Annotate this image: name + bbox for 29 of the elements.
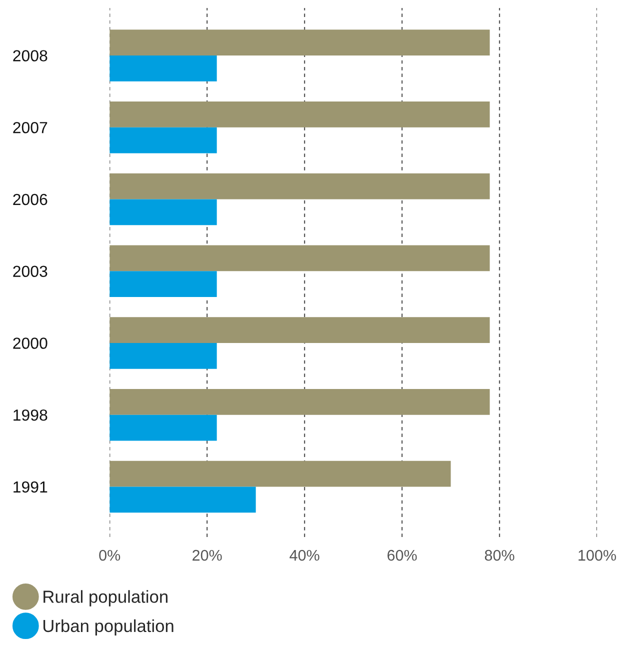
bar [110,342,217,369]
x-tick-label: 100% [578,550,616,561]
bar [110,30,490,56]
bar [110,388,490,415]
legend-label: Urban population [43,619,174,636]
y-tick-label: 2003 [13,266,48,278]
x-tick-label: 60% [388,550,417,561]
bar [110,127,217,154]
y-tick-label: 2006 [13,194,48,206]
bar [110,55,217,82]
bar [110,414,217,441]
x-tick-label: 80% [484,550,514,561]
y-tick-label: 2000 [13,338,48,349]
bar [110,199,217,226]
x-tick-label: 40% [290,550,320,561]
bar [110,101,490,128]
y-tick-label: 1991 [14,481,48,493]
legend-label: Rural population [44,590,168,606]
x-tick-label: 0% [99,550,120,561]
bar [110,173,490,200]
bar [110,271,217,297]
x-tick-label: 20% [192,550,222,561]
bar [110,486,256,513]
bar [110,245,490,272]
y-tick-label: 1998 [14,409,48,421]
y-tick-label: 2007 [13,122,48,134]
bar [110,460,451,487]
y-tick-label: 2008 [13,50,48,62]
bar [110,317,490,343]
